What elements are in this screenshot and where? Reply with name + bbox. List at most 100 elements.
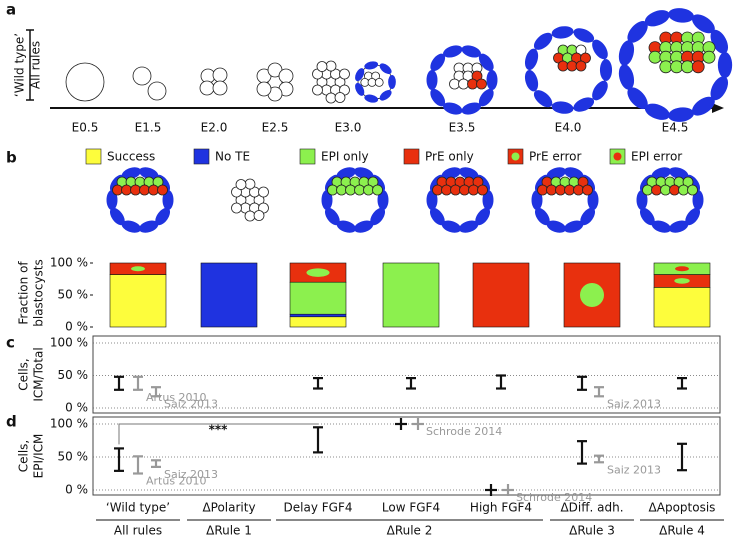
cell bbox=[354, 184, 365, 196]
cell bbox=[258, 186, 269, 198]
te-cell bbox=[353, 167, 374, 180]
te-cell bbox=[426, 190, 438, 210]
te-cell bbox=[461, 102, 481, 115]
te-cell bbox=[324, 207, 340, 226]
te-cell bbox=[587, 190, 599, 210]
arrow-head bbox=[712, 103, 724, 113]
cell bbox=[334, 76, 346, 88]
cell bbox=[555, 184, 566, 196]
bar-segment bbox=[289, 313, 347, 318]
legend-swatch bbox=[193, 148, 210, 165]
category-label: High FGF4 bbox=[470, 501, 532, 515]
te-cell bbox=[336, 220, 357, 233]
cell bbox=[148, 184, 159, 196]
cell bbox=[468, 184, 479, 196]
data-source-label: Saiz 2013 bbox=[164, 468, 218, 481]
te-cell bbox=[692, 190, 704, 210]
te-cell bbox=[551, 101, 574, 114]
bar-segment bbox=[653, 287, 711, 328]
y-tick-label: 50 % bbox=[58, 368, 89, 382]
te-cell bbox=[478, 53, 494, 72]
panel-label: d bbox=[6, 413, 17, 431]
te-cell bbox=[563, 167, 584, 180]
cell bbox=[477, 184, 488, 196]
te-cell bbox=[429, 207, 445, 226]
y-tick-label: 0 % bbox=[65, 401, 88, 415]
cell bbox=[278, 68, 294, 84]
cell bbox=[339, 68, 350, 80]
cell bbox=[212, 67, 228, 83]
stage-label: E1.5 bbox=[135, 121, 162, 135]
y-tick-label: 50 % bbox=[58, 450, 89, 464]
significance-bracket bbox=[118, 423, 318, 445]
te-cell bbox=[644, 103, 670, 120]
te-cell bbox=[364, 61, 379, 70]
legend-swatch bbox=[403, 148, 420, 165]
te-cell bbox=[475, 207, 491, 226]
y-tick-label: 100 % bbox=[50, 417, 88, 431]
axis-label: blastocysts bbox=[32, 259, 46, 327]
te-cell bbox=[162, 190, 174, 210]
cell bbox=[316, 61, 328, 72]
te-cell bbox=[370, 207, 386, 226]
category-label: ΔApoptosis bbox=[649, 501, 716, 515]
te-cell bbox=[155, 207, 171, 226]
y-tick-label: 0 % bbox=[65, 483, 88, 497]
cell bbox=[65, 62, 105, 102]
te-cell bbox=[138, 167, 159, 180]
category-label: ‘Wild type’ bbox=[106, 501, 170, 515]
te-cell bbox=[482, 190, 494, 210]
y-tick-label: 50 % bbox=[58, 288, 89, 302]
y-tick-label: 0 % bbox=[65, 320, 88, 334]
cell bbox=[212, 80, 228, 96]
te-cell bbox=[691, 14, 715, 34]
te-cell bbox=[533, 32, 553, 50]
cell bbox=[682, 176, 694, 188]
legend-label: No TE bbox=[215, 150, 250, 164]
data-source-label: Schrode 2014 bbox=[516, 491, 592, 504]
cell bbox=[449, 78, 460, 90]
te-cell bbox=[138, 220, 159, 233]
cell bbox=[244, 178, 256, 190]
stage-label: E4.5 bbox=[662, 121, 689, 135]
cell bbox=[702, 50, 716, 64]
cell bbox=[577, 176, 589, 188]
te-cell bbox=[430, 53, 446, 72]
cell bbox=[256, 81, 272, 97]
legend-label: EPI only bbox=[321, 150, 369, 164]
te-cell bbox=[546, 167, 567, 180]
te-cell bbox=[668, 220, 689, 233]
te-cell bbox=[426, 70, 438, 90]
te-cell bbox=[121, 220, 142, 233]
stage-label: E2.0 bbox=[201, 121, 228, 135]
cell bbox=[471, 70, 483, 82]
y-tick-label: 100 % bbox=[50, 336, 88, 350]
cell bbox=[450, 184, 461, 196]
cell bbox=[334, 92, 346, 103]
te-cell bbox=[685, 207, 701, 226]
cell bbox=[244, 210, 256, 222]
te-cell bbox=[546, 220, 567, 233]
cell bbox=[472, 176, 484, 188]
cell bbox=[235, 179, 247, 190]
group-label: All rules bbox=[114, 524, 162, 538]
te-cell bbox=[627, 87, 648, 109]
data-source-label: Saiz 2013 bbox=[607, 397, 661, 410]
te-cell bbox=[441, 220, 462, 233]
te-cell bbox=[551, 26, 574, 39]
cell bbox=[681, 60, 694, 74]
cell bbox=[325, 60, 337, 72]
cell bbox=[575, 44, 587, 56]
cell bbox=[139, 184, 150, 196]
legend-label: PrE only bbox=[425, 150, 474, 164]
te-cell bbox=[353, 220, 374, 233]
legend-label: EPI error bbox=[631, 150, 682, 164]
axis-label: All rules bbox=[29, 41, 43, 89]
cell bbox=[441, 184, 452, 196]
cell bbox=[467, 78, 478, 90]
stage-label: E3.0 bbox=[335, 121, 362, 135]
category-label: ΔPolarity bbox=[202, 501, 255, 515]
bar-segment bbox=[472, 262, 530, 328]
te-cell bbox=[109, 207, 125, 226]
te-cell bbox=[618, 64, 635, 90]
